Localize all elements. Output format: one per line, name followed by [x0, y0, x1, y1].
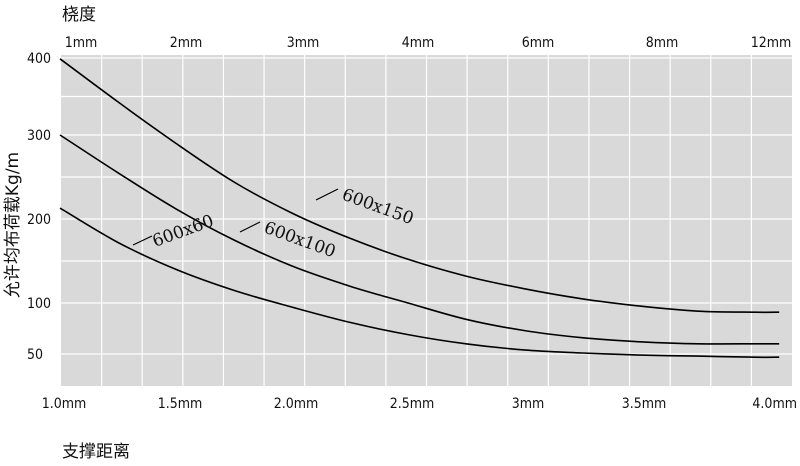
- y-axis-title: 允许均布荷载Kg/m: [3, 152, 23, 298]
- series-line-600x150: [59, 58, 780, 314]
- x-tick-label: 3.5mm: [622, 396, 667, 412]
- series-line-600x100: [59, 134, 780, 345]
- top-tick-labels: 1mm 2mm 3mm 4mm 6mm 8mm 12mm: [65, 35, 792, 51]
- series-label-leader: [239, 221, 261, 233]
- x-tick-labels: 1.0mm 1.5mm 2.0mm 2.5mm 3mm 3.5mm 4.0mm: [42, 396, 797, 412]
- y-tick-label: 100: [27, 296, 51, 312]
- x-tick-label: 4.0mm: [752, 396, 797, 412]
- top-tick-label: 1mm: [65, 35, 98, 51]
- top-tick-label: 4mm: [402, 35, 435, 51]
- top-tick-label: 12mm: [751, 35, 792, 51]
- top-axis-title: 桡度: [62, 5, 96, 25]
- grid-lines: [61, 55, 792, 386]
- top-tick-label: 3mm: [287, 35, 320, 51]
- top-tick-label: 2mm: [170, 35, 203, 51]
- x-tick-label: 3mm: [512, 396, 545, 412]
- x-tick-label: 1.5mm: [158, 396, 203, 412]
- y-tick-label: 300: [27, 128, 51, 144]
- top-tick-label: 8mm: [646, 35, 679, 51]
- y-tick-label: 400: [27, 51, 51, 67]
- y-tick-label: 50: [27, 347, 43, 363]
- x-tick-label: 2.5mm: [390, 396, 435, 412]
- x-tick-label: 1.0mm: [42, 396, 87, 412]
- series-curves: [59, 58, 780, 359]
- y-tick-label: 200: [27, 212, 51, 228]
- y-tick-labels: 400 300 200 100 50: [27, 51, 51, 363]
- x-tick-label: 2.0mm: [274, 396, 319, 412]
- series-label-leader: [132, 235, 153, 246]
- top-tick-label: 6mm: [522, 35, 555, 51]
- series-label-leader: [315, 188, 339, 201]
- series-line-600x60: [59, 207, 780, 359]
- x-axis-title: 支撑距离: [62, 442, 130, 462]
